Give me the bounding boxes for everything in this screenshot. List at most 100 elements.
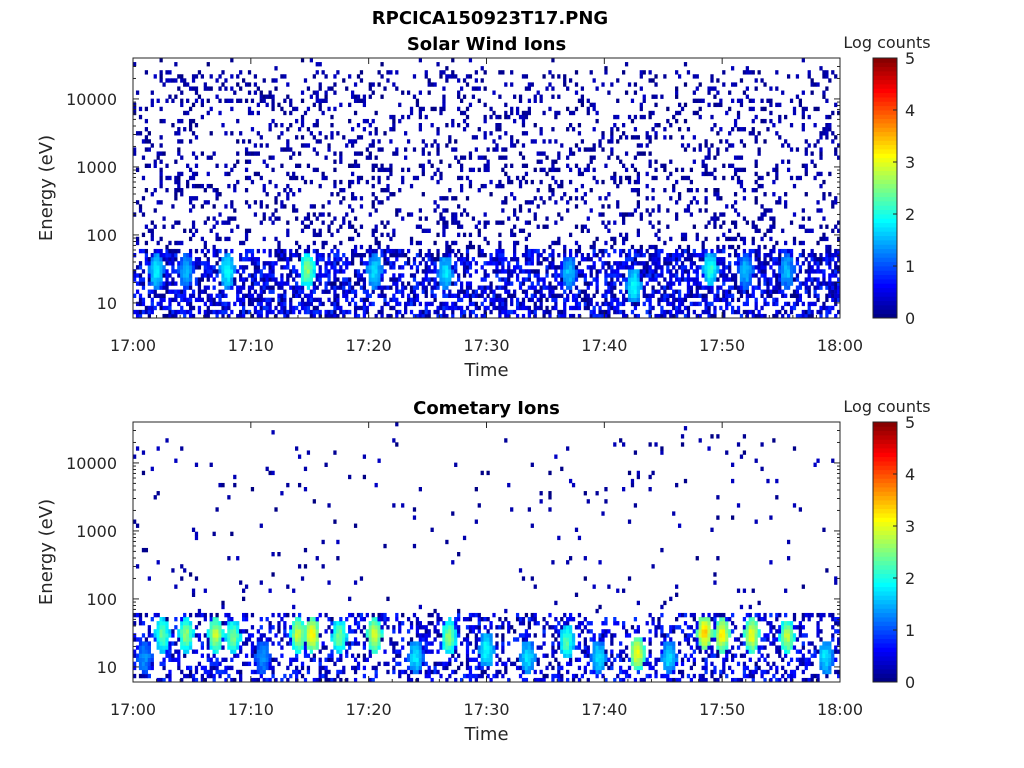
cell <box>751 273 755 278</box>
cell <box>766 208 770 213</box>
cell <box>439 175 443 181</box>
cell <box>250 277 255 282</box>
cell <box>695 273 699 278</box>
cell <box>742 167 747 173</box>
cell <box>580 228 585 233</box>
cell <box>819 151 823 156</box>
cell <box>230 265 234 270</box>
cell <box>701 171 705 177</box>
cell <box>474 86 478 91</box>
cell <box>406 301 411 307</box>
cell <box>150 653 154 658</box>
cell <box>171 123 175 128</box>
cell <box>683 82 688 87</box>
cell <box>834 261 838 266</box>
cell <box>807 228 811 233</box>
cell <box>831 281 835 286</box>
cell <box>804 277 808 282</box>
cell <box>177 261 181 266</box>
cell <box>236 269 240 274</box>
cell <box>180 564 184 569</box>
cell <box>377 257 381 262</box>
cell <box>695 289 699 294</box>
cell <box>159 281 163 286</box>
cell <box>825 74 829 79</box>
cell <box>191 204 196 209</box>
cell <box>133 293 137 298</box>
cell <box>813 285 817 290</box>
cell <box>277 309 281 315</box>
cell <box>539 131 543 136</box>
cell <box>165 621 169 626</box>
cell <box>692 159 696 164</box>
x-tick-label: 17:50 <box>699 336 745 355</box>
cell <box>533 309 537 315</box>
cell <box>186 269 190 274</box>
cell <box>781 257 785 262</box>
cell <box>318 212 322 217</box>
cell <box>442 208 446 213</box>
cell <box>180 188 184 193</box>
cell <box>686 188 691 193</box>
cell <box>645 265 649 270</box>
cell <box>781 248 785 254</box>
cell <box>180 289 184 294</box>
cell <box>810 248 814 254</box>
cell <box>636 269 640 274</box>
cell <box>539 261 543 266</box>
cell <box>713 305 717 311</box>
cell <box>159 261 163 266</box>
cell <box>144 669 149 675</box>
cell <box>601 301 605 307</box>
cell <box>813 253 817 258</box>
cell <box>510 192 514 197</box>
cell <box>377 273 381 278</box>
cell <box>689 212 694 217</box>
cell <box>784 204 788 209</box>
cell <box>498 269 502 274</box>
cell <box>716 151 720 156</box>
cell <box>471 167 476 173</box>
cell <box>513 309 517 315</box>
cell <box>530 269 534 274</box>
cell <box>203 82 207 87</box>
cell <box>554 200 558 205</box>
cell <box>194 535 199 541</box>
cell <box>239 257 243 262</box>
cell <box>536 297 540 303</box>
cell <box>554 297 558 303</box>
cell <box>253 269 258 274</box>
cell <box>527 82 531 87</box>
cell <box>303 216 308 221</box>
cell <box>483 285 487 290</box>
cell <box>781 277 785 282</box>
cell <box>763 281 767 286</box>
cell <box>518 94 523 99</box>
colorbar-segment <box>873 261 897 267</box>
cell <box>203 669 207 675</box>
cell <box>775 163 779 168</box>
cell <box>133 653 137 658</box>
cell <box>448 265 452 270</box>
cell <box>445 244 449 250</box>
cell <box>636 228 640 233</box>
cell <box>371 265 375 270</box>
cell <box>728 285 732 290</box>
cell <box>468 183 473 189</box>
cell <box>457 257 461 262</box>
cell <box>521 155 526 160</box>
cell <box>695 110 699 116</box>
x-axis-label: Time <box>463 360 508 381</box>
cell <box>133 106 137 112</box>
cell <box>242 661 246 667</box>
cell <box>810 228 814 233</box>
cell <box>663 127 667 132</box>
cell <box>359 297 364 303</box>
cell <box>624 212 629 217</box>
cell <box>356 175 361 181</box>
cell <box>436 305 440 311</box>
cell <box>383 224 387 229</box>
cell <box>289 285 293 290</box>
cell <box>368 123 372 128</box>
cell <box>583 192 587 197</box>
